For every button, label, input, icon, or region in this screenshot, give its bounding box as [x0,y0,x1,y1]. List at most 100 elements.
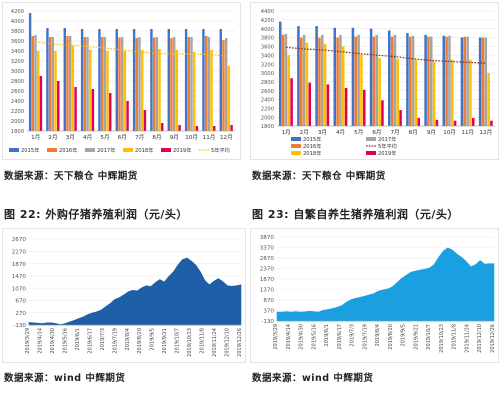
legend-label: 2016年 [59,146,77,154]
y-tick-label: 4400 [261,9,274,15]
y-tick-label: 3800 [261,36,274,42]
bar-2018年-3月 [323,43,327,126]
y-tick-label: 2600 [11,89,24,95]
x-tick-label: 12月 [480,129,493,136]
legend-swatch [366,137,376,141]
bar-2016年-10月 [445,36,448,126]
bar-2018年-8月 [158,49,161,131]
legend-swatch [291,144,301,148]
bar-2015年-9月 [167,29,170,131]
x-tick-label: 2019/9/21 [413,324,419,350]
bar-2018年-2月 [54,51,57,131]
y-tick-label: 1870 [12,262,27,268]
x-tick-label: 1月 [282,129,291,136]
bar-2019年-12月 [230,125,233,131]
x-tick-label: 2019/8/20 [388,324,394,350]
x-tick-label: 2019/10/23 [439,324,445,353]
bar-2015年-9月 [424,34,427,126]
bar-2018年-1月 [287,55,291,126]
legend-label: 2019年 [378,149,396,157]
y-tick-label: 2000 [261,115,274,121]
x-tick-label: 11月 [461,129,474,136]
bar-2015年-5月 [98,29,101,131]
bar-2019年-4月 [344,87,348,126]
y-tick-label: 3400 [261,53,274,59]
x-tick-label: 2019/10/23 [187,328,193,357]
y-tick-label: -130 [261,319,274,325]
bar-2017年-6月 [120,37,124,131]
x-tick-label: 8月 [409,129,418,136]
bar-2015年-4月 [80,29,84,131]
x-tick-label: 9月 [170,134,179,141]
bar-2015年-7月 [132,29,136,131]
source-note-bottom-right: 数据来源：wind 中辉期货 [252,373,374,384]
bar-2015年-4月 [333,27,337,126]
y-tick-label: 870 [263,298,274,304]
bar-2016年-9月 [170,38,173,131]
legend-swatch [161,148,171,152]
x-tick-label: 2019/9/5 [401,324,407,346]
y-tick-label: 1870 [260,277,275,283]
x-tick-label: 7月 [391,129,400,136]
bar-2017年-1月 [284,34,288,126]
x-tick-label: 2019/4/30 [299,324,305,350]
bar-2019年-3月 [326,84,330,126]
bar-2019年-10月 [195,126,199,131]
x-tick-label: 2019/4/14 [286,324,292,350]
legend-swatch [47,148,57,152]
bar-2015年-8月 [150,29,153,131]
bar-2016年-1月 [281,34,285,126]
area-chart-1: -130 270 670 1070 1470 1870 2270 2670 2019/3/29 2… [12,237,243,357]
y-tick-label: 3000 [11,69,24,75]
x-tick-label: 2019/9/5 [150,328,156,350]
y-tick-label: 2800 [11,79,24,85]
x-tick-label: 2月 [48,134,57,141]
bar-2018年-12月 [487,72,490,126]
y-tick-label: 3870 [260,235,275,241]
legend-swatch [291,137,301,141]
x-tick-label: 4月 [83,134,92,141]
x-tick-label: 4月 [336,129,345,136]
y-tick-label: 2800 [261,80,274,86]
x-tick-label: 2019/12/26 [490,324,496,353]
x-tick-label: 2019/6/1 [75,328,81,350]
bar-2015年-10月 [184,29,188,131]
bar-2017年-6月 [375,34,379,126]
bar-2016年-3月 [318,37,321,126]
bar-2016年-7月 [135,38,139,131]
x-tick-label: 2月 [300,129,309,136]
legend-label: 5年平均 [211,146,230,154]
bar-2019年-6月 [381,100,384,126]
x-tick-label: 2019/11/24 [212,328,218,357]
bar-2015年-11月 [202,29,205,131]
bar-2017年-5月 [357,34,360,126]
x-tick-label: 10月 [185,134,198,141]
x-tick-label: 2019/9/21 [162,328,168,354]
x-tick-label: 2019/4/30 [50,328,56,354]
bar-2015年-5月 [351,27,355,126]
bar-2016年-5月 [100,37,104,131]
y-tick-label: 3600 [261,45,274,51]
bar-chart-2: 1800 2000 2200 2400 2600 2800 3000 3200 3400 3600… [261,9,495,157]
legend-label: 2017年 [97,146,115,154]
y-tick-label: 2000 [11,119,24,125]
y-tick-label: 2400 [11,99,24,105]
x-tick-label: 3月 [66,134,75,141]
x-tick-label: 2019/7/19 [112,328,118,354]
bar-2016年-1月 [31,36,35,131]
bar-2017年-4月 [339,34,342,126]
bar-2019年-4月 [91,89,95,131]
legend-swatch [291,151,301,155]
bar-2019年-3月 [74,87,77,131]
bar-2018年-6月 [123,51,127,131]
bar-2019年-7月 [399,110,402,126]
legend-label: 2017年 [378,135,396,143]
bar-2018年-10月 [193,52,196,131]
bar-2018年-9月 [175,50,179,131]
bar-2019年-11月 [472,118,475,126]
bar-2018年-1月 [37,51,40,131]
chart-panel-purchased-piglet-profit: -130 270 670 1070 1470 1870 2270 2670 2019/3/29 2… [2,228,246,363]
source-note-top-left: 数据来源：天下粮仓 中辉期货 [4,171,138,182]
y-tick-label: 2200 [261,107,274,113]
bar-chart-1: 1800 2000 2200 2400 2600 2800 3000 3200 3400 3600… [9,9,235,154]
